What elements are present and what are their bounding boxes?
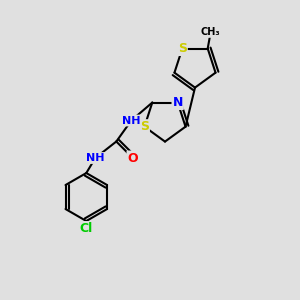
Text: NH: NH — [122, 116, 141, 125]
Text: S: S — [178, 42, 187, 55]
Text: NH: NH — [86, 153, 105, 163]
Text: O: O — [128, 152, 138, 164]
Text: Cl: Cl — [80, 222, 93, 235]
Text: S: S — [140, 120, 149, 133]
Text: CH₃: CH₃ — [201, 27, 220, 37]
Text: N: N — [172, 96, 183, 109]
